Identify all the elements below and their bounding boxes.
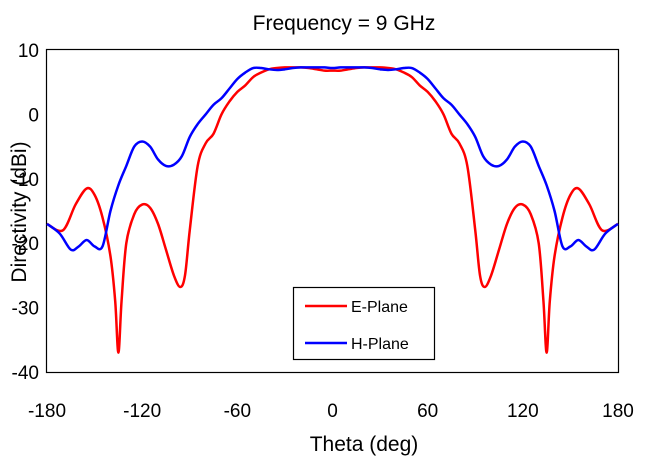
x-tick-label: -120: [123, 401, 161, 422]
y-tick-label: -10: [12, 170, 39, 191]
x-axis-label: Theta (deg): [310, 433, 419, 456]
plot-area-frame: [45, 48, 620, 374]
x-tick-label: 60: [417, 401, 438, 422]
series-line-e-plane: [46, 66, 619, 354]
legend: E-Plane H-Plane: [292, 286, 436, 361]
y-tick-labels: 10 0 -10 -20 -30 -40: [12, 41, 39, 384]
series-layer: [46, 66, 619, 354]
legend-label-e-plane: E-Plane: [351, 299, 408, 316]
x-tick-label: -60: [224, 401, 251, 422]
y-tick-label: -20: [12, 234, 39, 255]
y-tick-label: -40: [12, 363, 39, 384]
y-tick-label: 0: [28, 105, 39, 126]
x-tick-label: -180: [28, 401, 66, 422]
legend-label-h-plane: H-Plane: [351, 336, 409, 353]
y-tick-label: 10: [18, 41, 39, 62]
legend-box: [292, 286, 436, 361]
x-tick-labels: -180 -120 -60 0 60 120 180: [28, 401, 634, 422]
chart-title: Frequency = 9 GHz: [253, 12, 436, 35]
y-tick-label: -30: [12, 299, 39, 320]
series-line-h-plane: [46, 66, 619, 252]
x-tick-label: 120: [507, 401, 539, 422]
x-tick-label: 0: [327, 401, 338, 422]
y-axis-label: Directivity (dBi): [8, 141, 31, 282]
x-tick-label: 180: [602, 401, 634, 422]
